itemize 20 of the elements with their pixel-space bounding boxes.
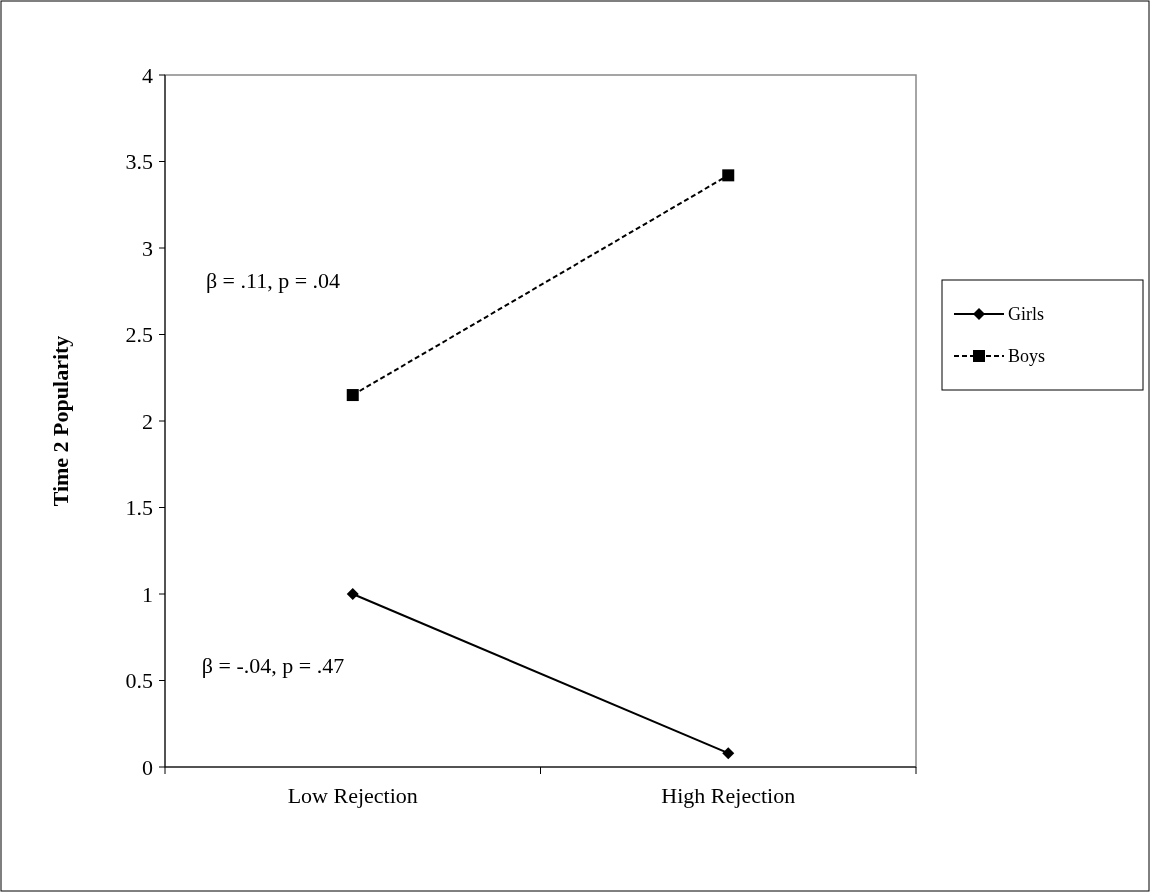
point bbox=[722, 169, 735, 182]
x-tick-label: High Rejection bbox=[661, 783, 796, 808]
x-tick-label: Low Rejection bbox=[287, 783, 418, 808]
y-tick-label: 3 bbox=[142, 235, 153, 261]
point bbox=[722, 747, 735, 760]
y-tick-label: 1 bbox=[142, 581, 153, 607]
y-tick-label: 4 bbox=[142, 62, 153, 88]
y-tick-label: 1.5 bbox=[125, 495, 153, 521]
y-tick-label: 0.5 bbox=[125, 668, 153, 694]
legend-label: Girls bbox=[1008, 304, 1044, 325]
point bbox=[346, 588, 359, 600]
annotation: β = .11, p = .04 bbox=[205, 267, 341, 293]
legend-label: Boys bbox=[1008, 346, 1046, 367]
y-axis-title: Time 2 Popularity bbox=[48, 335, 73, 507]
y-tick-label: 0 bbox=[142, 754, 153, 780]
y-tick-label: 2.5 bbox=[125, 322, 153, 348]
point bbox=[346, 389, 359, 402]
y-tick-label: 3.5 bbox=[125, 149, 153, 175]
y-tick-label: 2 bbox=[142, 408, 153, 434]
annotation: β = -.04, p = .47 bbox=[201, 652, 345, 678]
